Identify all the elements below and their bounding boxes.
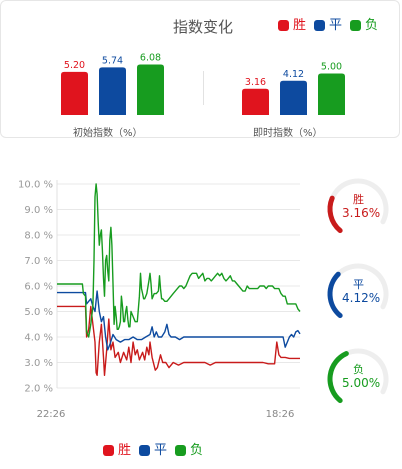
gauge-label-win: 胜 bbox=[353, 193, 364, 206]
gauge-label-loss: 负 bbox=[353, 363, 364, 376]
y-tick-label: 4.0 % bbox=[24, 333, 53, 344]
bar-initial-loss bbox=[137, 64, 164, 115]
bottom-legend-swatch-win bbox=[103, 445, 114, 456]
gauge-value-draw: 4.12% bbox=[342, 291, 381, 305]
series-line-draw bbox=[57, 290, 301, 351]
legend-swatch-loss bbox=[350, 20, 362, 31]
bar-value-live-draw: 4.12 bbox=[283, 69, 304, 80]
bottom-legend-label-win: 胜 bbox=[118, 443, 132, 458]
y-tick-label: 5.0 % bbox=[24, 307, 53, 318]
legend-label-draw: 平 bbox=[329, 18, 343, 33]
gauge-draw: 平 4.12% bbox=[320, 260, 396, 320]
initial-index-label: 初始指数（%） bbox=[73, 128, 143, 139]
gauge-fill-loss bbox=[327, 351, 349, 404]
y-tick-label: 9.0 % bbox=[24, 205, 53, 216]
gauge-win: 胜 3.16% bbox=[320, 175, 396, 235]
bar-value-initial-win: 5.20 bbox=[64, 60, 85, 71]
gauge-ring-loss bbox=[327, 348, 389, 404]
bottom-legend-item-loss: 负 bbox=[175, 444, 203, 457]
live-index-label: 即时指数（%） bbox=[253, 128, 323, 139]
bottom-legend: 胜 平 负 bbox=[103, 444, 203, 457]
bar-initial-draw bbox=[99, 67, 126, 115]
legend-item-win: 胜 bbox=[278, 19, 306, 32]
bottom-legend-label-draw: 平 bbox=[154, 443, 168, 458]
gauge-value-loss: 5.00% bbox=[342, 376, 381, 390]
series-line-loss bbox=[57, 183, 301, 338]
legend-item-draw: 平 bbox=[314, 19, 342, 32]
card-title: 指数变化 bbox=[173, 18, 234, 36]
gauge-value-win: 3.16% bbox=[342, 206, 381, 220]
legend-label-win: 胜 bbox=[293, 18, 307, 33]
bar-live-draw bbox=[280, 80, 307, 115]
y-tick-label: 7.0 % bbox=[24, 256, 53, 267]
y-tick-label: 10.0 % bbox=[18, 180, 53, 191]
y-tick-label: 2.0 % bbox=[24, 384, 53, 395]
gauge-label-draw: 平 bbox=[353, 278, 364, 291]
bar-value-live-win: 3.16 bbox=[245, 77, 266, 88]
bar-live-loss bbox=[318, 73, 345, 115]
y-tick-label: 3.0 % bbox=[24, 358, 53, 369]
bar-live-win bbox=[242, 88, 269, 115]
y-tick-label: 6.0 % bbox=[24, 282, 53, 293]
gauge-fill-draw bbox=[327, 271, 343, 319]
x-tick-label-end: 18:26 bbox=[266, 409, 295, 420]
series-line-win bbox=[57, 305, 300, 376]
bottom-legend-swatch-draw bbox=[139, 445, 151, 456]
bottom-legend-item-draw: 平 bbox=[139, 444, 167, 457]
gauge-ring-win bbox=[327, 178, 389, 234]
top-legend: 胜 平 负 bbox=[278, 19, 378, 32]
index-change-card: 指数变化 胜 平 负 5.20 5.74 6.08 3.16 4.12 5.00 初始指数… bbox=[0, 0, 400, 139]
gauge-loss: 负 5.00% bbox=[320, 345, 396, 405]
gauge-ring-draw bbox=[327, 263, 389, 319]
bar-initial-win bbox=[61, 71, 88, 115]
bar-value-live-loss: 5.00 bbox=[321, 62, 342, 73]
legend-swatch-draw bbox=[314, 20, 326, 31]
line-chart: 2.0 % 3.0 % 4.0 % 5.0 % 6.0 % 7.0 % 8.0 % 9.0 %… bbox=[18, 180, 301, 420]
bar-value-initial-draw: 5.74 bbox=[102, 55, 123, 66]
group-divider bbox=[203, 71, 204, 105]
bottom-legend-swatch-loss bbox=[175, 445, 187, 456]
bottom-legend-label-loss: 负 bbox=[190, 443, 204, 458]
legend-label-loss: 负 bbox=[365, 18, 379, 33]
bar-value-initial-loss: 6.08 bbox=[140, 53, 161, 64]
bottom-legend-item-win: 胜 bbox=[103, 444, 131, 457]
bar-chart: 5.20 5.74 6.08 3.16 4.12 5.00 bbox=[61, 53, 345, 115]
x-tick-label-start: 22:26 bbox=[37, 409, 66, 420]
legend-item-loss: 负 bbox=[350, 19, 378, 32]
gauge-fill-win bbox=[327, 195, 343, 234]
y-tick-label: 8.0 % bbox=[24, 231, 53, 242]
legend-swatch-win bbox=[278, 20, 289, 31]
